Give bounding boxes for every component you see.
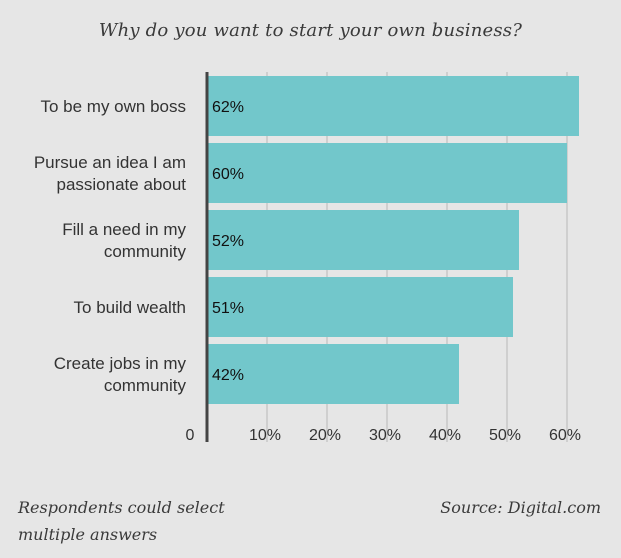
tick-label-20: 20% [309,427,341,444]
respondents-note: Respondents could select multiple answer… [18,498,225,544]
value-label-1: 60% [212,166,244,183]
category-label-line: passionate about [57,175,187,194]
bar-4 [207,344,459,404]
tick-label-0: 0 [186,427,195,444]
category-label-line: To be my own boss [40,97,186,116]
category-label-line: Pursue an idea I am [34,153,186,172]
category-label-3: To build wealth [74,298,186,317]
bar-1 [207,143,567,203]
bar-3 [207,277,513,337]
bar-0 [207,76,579,136]
category-label-line: community [104,376,187,395]
value-label-4: 42% [212,367,244,384]
tick-label-60: 60% [549,427,581,444]
category-label-0: To be my own boss [40,97,186,116]
bar-chart: 62% 60% 52% 51% 42% To be my own boss Pursue a… [34,72,581,444]
chart-title: Why do you want to start your own busine… [98,20,523,41]
tick-label-40: 40% [429,427,461,444]
value-label-3: 51% [212,300,244,317]
tick-label-50: 50% [489,427,521,444]
category-label-line: Fill a need in my [62,220,186,239]
tick-label-30: 30% [369,427,401,444]
category-label-line: Create jobs in my [54,354,187,373]
bar-2 [207,210,519,270]
value-label-2: 52% [212,233,244,250]
category-label-4: Create jobs in my community [54,354,187,395]
value-label-0: 62% [212,99,244,116]
category-label-line: community [104,242,187,261]
category-label-line: To build wealth [74,298,186,317]
category-label-2: Fill a need in my community [62,220,186,261]
tick-label-10: 10% [249,427,281,444]
category-label-1: Pursue an idea I am passionate about [34,153,186,194]
source-credit: Source: Digital.com [440,498,601,517]
